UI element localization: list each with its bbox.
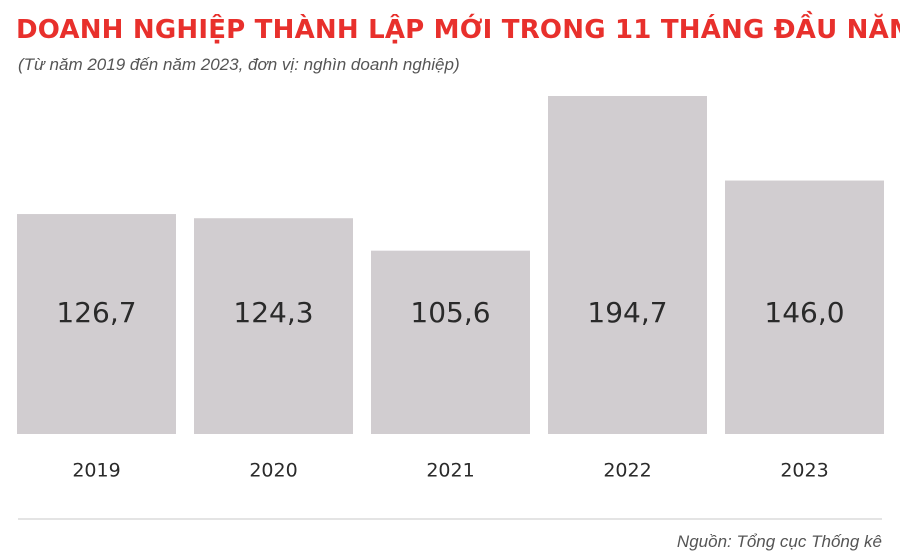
bar-2023 <box>725 180 884 434</box>
category-label: 2023 <box>780 460 828 482</box>
chart-title: DOANH NGHIỆP THÀNH LẬP MỚI TRONG 11 THÁN… <box>16 15 900 45</box>
category-label: 2021 <box>426 460 474 482</box>
bar-2021 <box>371 250 530 434</box>
bar-2022 <box>548 96 707 434</box>
category-label: 2019 <box>72 460 120 482</box>
bar-value-label: 124,3 <box>233 296 313 329</box>
category-label: 2022 <box>603 460 651 482</box>
category-label: 2020 <box>249 460 297 482</box>
bar-value-label: 126,7 <box>56 296 136 329</box>
bar-2020 <box>194 218 353 434</box>
bar-value-label: 194,7 <box>587 296 667 329</box>
bar-2019 <box>17 214 176 434</box>
chart-subtitle: (Từ năm 2019 đến năm 2023, đơn vị: nghìn… <box>18 55 460 74</box>
bars-group: 126,7 2019 124,3 2020 105,6 2021 194,7 2022 146,… <box>17 96 884 482</box>
source-note: Nguồn: Tổng cục Thống kê <box>676 532 882 551</box>
bar-value-label: 105,6 <box>410 296 490 329</box>
bar-value-label: 146,0 <box>764 296 844 329</box>
